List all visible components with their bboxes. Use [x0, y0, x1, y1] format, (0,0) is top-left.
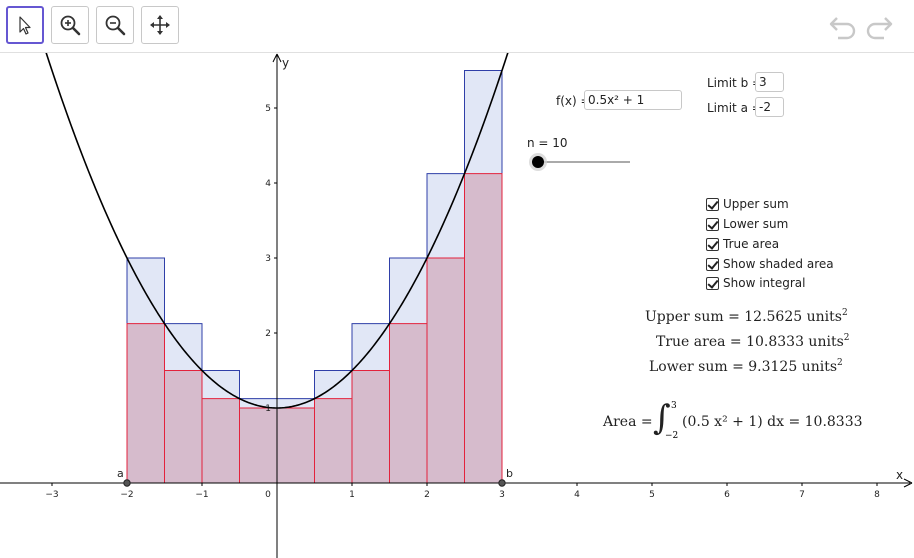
lower-sum-bar [426, 257, 465, 484]
n-slider-label: n = 10 [527, 136, 568, 150]
integral-body: (0.5 x² + 1) dx = 10.8333 [682, 414, 863, 430]
upper-sum-result: Upper sum = 12.5625 units2 [645, 308, 848, 325]
y-tick-label: 1 [265, 404, 271, 414]
select-tool-button[interactable] [6, 6, 44, 44]
checkbox-upper-sum[interactable]: Upper sum [706, 196, 789, 212]
point-b [498, 479, 506, 487]
move-arrows-icon [150, 15, 170, 35]
function-input[interactable]: 0.5x² + 1 [584, 90, 682, 110]
checkbox-true-area[interactable]: True area [706, 236, 779, 252]
point-b-label: b [506, 467, 513, 480]
redo-button[interactable] [864, 12, 894, 44]
zoom-in-tool-button[interactable] [51, 6, 89, 44]
true-area-result: True area = 10.8333 units2 [656, 333, 849, 350]
undo-button[interactable] [828, 12, 858, 44]
lower-sum-bar [126, 323, 165, 484]
checkbox-checked-icon[interactable] [706, 276, 719, 290]
point-a-label: a [117, 467, 124, 480]
lower-sum-bar [276, 407, 315, 484]
integral-lower-limit: −2 [665, 431, 679, 441]
x-tick-label: 7 [799, 490, 805, 500]
zoom-out-tool-button[interactable] [96, 6, 134, 44]
x-tick-label: 3 [499, 490, 505, 500]
x-tick-label: 6 [724, 490, 730, 500]
y-tick-label: 4 [265, 179, 271, 189]
zoom-out-icon [105, 15, 126, 36]
zoom-in-icon [60, 15, 81, 36]
limit-b-label: Limit b = [707, 76, 763, 90]
undo-icon [829, 17, 856, 40]
function-curve-group [45, 53, 509, 409]
x-axis-label: x [896, 468, 903, 482]
limit-a-label: Limit a = [707, 101, 762, 115]
upper-sum-text: Upper sum = 12.5625 units [645, 309, 842, 325]
lower-sum-bar [201, 398, 240, 484]
checkbox-checked-icon[interactable] [706, 217, 719, 231]
x-tick-label: 4 [574, 490, 580, 500]
lower-sum-bar [389, 323, 428, 484]
y-tick-label: 3 [265, 254, 271, 264]
move-graphics-view-tool-button[interactable] [141, 6, 179, 44]
lower-sum-bar [239, 407, 278, 484]
x-tick-label: 8 [874, 490, 880, 500]
function-curve [45, 53, 509, 409]
limit-b-input[interactable]: 3 [755, 72, 784, 92]
integral-upper-limit: 3 [671, 401, 677, 411]
lower-sum-text: Lower sum = 9.3125 units [649, 359, 838, 375]
axes: x y −3 −2 −1 0 1 2 3 4 5 6 7 8 1 2 3 4 5 [0, 53, 913, 558]
lower-sum-bar [351, 370, 390, 484]
function-label: f(x) = [556, 94, 591, 108]
limit-a-input[interactable]: -2 [755, 97, 784, 117]
y-axis-arrow-icon [272, 53, 282, 63]
checkbox-show-integral[interactable]: Show integral [706, 275, 805, 291]
checkbox-checked-icon[interactable] [706, 197, 719, 211]
checkbox-show-shaded-area[interactable]: Show shaded area [706, 256, 834, 272]
x-tick-label: 1 [349, 490, 355, 500]
checkbox-label: Lower sum [723, 217, 789, 231]
x-tick-label: 5 [649, 490, 655, 500]
checkbox-label: Show integral [723, 276, 806, 290]
units-exponent: 2 [841, 308, 848, 318]
checkbox-label: Upper sum [723, 197, 789, 211]
toolbar [0, 0, 914, 53]
x-axis-arrow-icon [903, 478, 913, 488]
point-a [123, 479, 131, 487]
true-area-text: True area = 10.8333 units [656, 334, 844, 350]
checkbox-label: Show shaded area [723, 257, 834, 271]
n-slider[interactable] [529, 153, 630, 171]
units-exponent: 2 [837, 358, 843, 368]
y-axis-label: y [282, 56, 289, 70]
x-tick-label: 2 [424, 490, 430, 500]
x-tick-label: −3 [45, 490, 58, 500]
lower-sum-result: Lower sum = 9.3125 units2 [649, 358, 843, 375]
checkbox-label: True area [723, 237, 780, 251]
y-tick-label: 2 [265, 329, 271, 339]
x-tick-label: −2 [120, 490, 133, 500]
lower-sum-bar [314, 398, 353, 484]
slider-knob[interactable] [532, 156, 544, 168]
lower-sum-rectangles [126, 173, 503, 484]
units-exponent: 2 [843, 333, 850, 343]
x-tick-label: 0 [265, 490, 271, 500]
x-tick-label: −1 [195, 490, 208, 500]
lower-sum-bar [164, 370, 203, 484]
cursor-arrow-icon [19, 16, 31, 35]
lower-sum-bar [464, 173, 503, 484]
checkbox-checked-icon[interactable] [706, 237, 719, 251]
checkbox-lower-sum[interactable]: Lower sum [706, 216, 788, 232]
integral-sign-icon: ∫ [653, 398, 671, 438]
integral-lead: Area = [603, 414, 653, 430]
redo-icon [866, 17, 893, 40]
checkbox-checked-icon[interactable] [706, 257, 719, 271]
y-tick-label: 5 [265, 104, 271, 114]
